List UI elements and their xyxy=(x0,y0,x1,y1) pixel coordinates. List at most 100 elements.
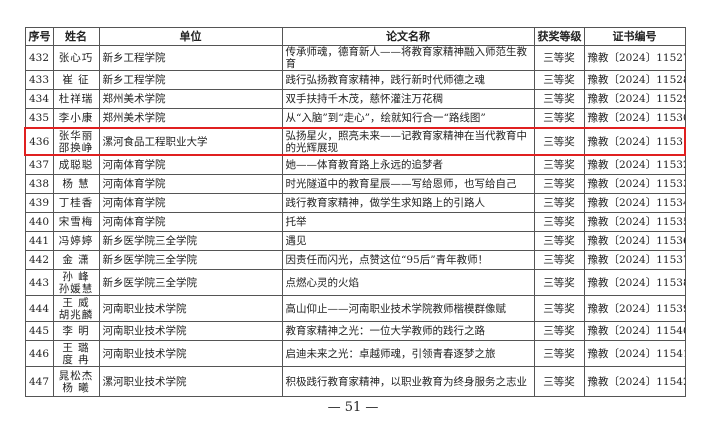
cell-no: 447 xyxy=(24,366,54,397)
cell-unit: 新乡工程学院 xyxy=(98,45,283,71)
cell-no: 432 xyxy=(24,45,54,71)
cell-title: 教育家精神之光：一位大学教师的践行之路 xyxy=(281,321,535,341)
table-row: 433 崔 征新乡工程学院 践行弘扬教育家精神，践行新时代师德之魂 三等奖 豫教〔202… xyxy=(24,70,686,90)
cell-name: 宋雪梅 xyxy=(52,212,100,232)
header-cert: 证书编号 xyxy=(583,27,686,46)
header-no: 序号 xyxy=(24,27,54,46)
cell-name: 张心巧 xyxy=(52,45,100,71)
cell-name: 王 威 胡兆麟 xyxy=(52,295,100,322)
cell-level: 三等奖 xyxy=(533,366,585,397)
page-number: — 51 — xyxy=(327,400,379,415)
cell-title: 点燃心灵的火焰 xyxy=(281,269,535,296)
table-row: 446 王 璐 度 冉河南职业技术学院 启迪未来之光：卓越师魂，引领青春逐梦之旅 三等… xyxy=(24,340,686,367)
cell-level: 三等奖 xyxy=(533,108,585,129)
cell-title: 践行教育家精神，做学生求知路上的引路人 xyxy=(281,193,535,213)
cell-level: 三等奖 xyxy=(533,269,585,296)
cell-name: 崔 征 xyxy=(52,70,100,90)
cell-name: 李小康 xyxy=(52,108,100,129)
cell-no: 437 xyxy=(24,154,54,175)
cell-unit: 郑州美术学院 xyxy=(98,108,283,129)
table-row: 441 冯婷婷 新乡医学院三全学院 遇见 三等奖 豫教〔2024〕11536 xyxy=(24,231,686,251)
cell-unit: 河南职业技术学院 xyxy=(98,295,283,322)
cell-unit: 郑州美术学院 xyxy=(98,89,283,109)
cell-no: 440 xyxy=(24,212,54,232)
cell-title: 她——体育教育路上永远的追梦者 xyxy=(281,154,535,175)
table-row-highlighted: 436 张华丽 邵换峥 漯河食品工程职业大学 弘扬星火，照亮未来——记教育家精神在当代… xyxy=(24,127,686,156)
cell-cert: 豫教〔2024〕11539 xyxy=(583,295,686,322)
cell-no: 438 xyxy=(24,174,54,194)
cell-cert: 豫教〔2024〕11529 xyxy=(583,89,686,109)
table-row: 444 王 威 胡兆麟 河南职业技术学院 高山仰止——河南职业技术学院教师楷模群像赋三… xyxy=(24,295,686,322)
cell-unit: 河南体育学院 xyxy=(98,193,283,213)
table-row: 439 丁桂香 河南体育学院 践行教育家精神，做学生求知路上的引路人 三等奖 豫教〔202… xyxy=(24,193,686,213)
cell-level: 三等奖 xyxy=(533,89,585,109)
cell-no: 446 xyxy=(24,340,54,367)
cell-no: 439 xyxy=(24,193,54,213)
cell-unit: 河南职业技术学院 xyxy=(98,340,283,367)
cell-title: 遇见 xyxy=(281,231,535,251)
cell-title: 双手扶持千木茂，慈怀灌注万花稠 xyxy=(281,89,535,109)
cell-cert: 豫教〔2024〕11527 xyxy=(583,45,686,71)
cell-name: 丁桂香 xyxy=(52,193,100,213)
table-row: 442 金 潇新乡医学院三全学院 因责任而闪光，点赞这位“95后”青年教师！ 三等奖豫… xyxy=(24,250,686,270)
cell-no: 433 xyxy=(24,70,54,90)
cell-name: 冯婷婷 xyxy=(52,231,100,251)
table-row: 445 李 明河南职业技术学院 教育家精神之光：一位大学教师的践行之路 三等奖 豫教〔2… xyxy=(24,321,686,341)
table-header: 序号 姓名 单位 论文名称 获奖等级 证书编号 xyxy=(24,27,686,46)
table-row: 443 孙 峰 孙媛慧 新乡医学院三全学院 点燃心灵的火焰 三等奖 豫教〔2024〕115… xyxy=(24,269,686,296)
cell-title: 启迪未来之光：卓越师魂，引领青春逐梦之旅 xyxy=(281,340,535,367)
header-unit: 单位 xyxy=(98,27,283,46)
cell-title: 托举 xyxy=(281,212,535,232)
cell-name: 金 潇 xyxy=(52,250,100,270)
table-row: 437 成聪聪 河南体育学院 她——体育教育路上永远的追梦者 三等奖 豫教〔2024〕11… xyxy=(24,154,686,175)
cell-level: 三等奖 xyxy=(533,321,585,341)
cell-unit: 新乡医学院三全学院 xyxy=(98,269,283,296)
cell-cert: 豫教〔2024〕11542 xyxy=(583,366,686,397)
cell-title: 高山仰止——河南职业技术学院教师楷模群像赋 xyxy=(281,295,535,322)
cell-name: 王 璐 度 冉 xyxy=(52,340,100,367)
cell-unit: 漯河职业技术学院 xyxy=(98,366,283,397)
cell-cert: 豫教〔2024〕11532 xyxy=(583,154,686,175)
cell-cert: 豫教〔2024〕11538 xyxy=(583,269,686,296)
cell-no: 444 xyxy=(24,295,54,322)
awards-table: 序号 姓名 单位 论文名称 获奖等级 证书编号 432 张心巧 新乡工程学院 传承师魂… xyxy=(24,27,686,397)
cell-level: 三等奖 xyxy=(533,250,585,270)
cell-unit: 新乡医学院三全学院 xyxy=(98,250,283,270)
header-name: 姓名 xyxy=(52,27,100,46)
cell-level: 三等奖 xyxy=(533,231,585,251)
header-title: 论文名称 xyxy=(281,27,535,46)
cell-title: 因责任而闪光，点赞这位“95后”青年教师！ xyxy=(281,250,535,270)
cell-cert: 豫教〔2024〕11541 xyxy=(583,340,686,367)
table-row: 440 宋雪梅 河南体育学院 托举 三等奖 豫教〔2024〕11535 xyxy=(24,212,686,232)
cell-unit: 河南体育学院 xyxy=(98,212,283,232)
table-row: 447 晁松杰 杨 曦漯河职业技术学院 积极践行教育家精神，以职业教育为终身服务之志… xyxy=(24,366,686,397)
cell-cert: 豫教〔2024〕11536 xyxy=(583,231,686,251)
cell-level: 三等奖 xyxy=(533,193,585,213)
cell-cert: 豫教〔2024〕11528 xyxy=(583,70,686,90)
cell-level: 三等奖 xyxy=(533,127,585,156)
cell-name: 成聪聪 xyxy=(52,154,100,175)
cell-unit: 新乡工程学院 xyxy=(98,70,283,90)
cell-no: 436 xyxy=(24,127,54,156)
cell-no: 441 xyxy=(24,231,54,251)
cell-title: 传承师魂，德育新人——将教育家精神融入师范生教育 xyxy=(281,45,535,71)
cell-title: 积极践行教育家精神，以职业教育为终身服务之志业 xyxy=(281,366,535,397)
cell-unit: 新乡医学院三全学院 xyxy=(98,231,283,251)
cell-name: 张华丽 邵换峥 xyxy=(52,127,100,156)
table-row: 435 李小康 郑州美术学院 从“入脑”到“走心”，绘就知行合一“路线图” 三等奖 豫教〔… xyxy=(24,108,686,129)
cell-level: 三等奖 xyxy=(533,70,585,90)
cell-title: 践行弘扬教育家精神，践行新时代师德之魂 xyxy=(281,70,535,90)
cell-no: 443 xyxy=(24,269,54,296)
cell-cert: 豫教〔2024〕11530 xyxy=(583,108,686,129)
cell-name: 孙 峰 孙媛慧 xyxy=(52,269,100,296)
cell-level: 三等奖 xyxy=(533,174,585,194)
cell-unit: 漯河食品工程职业大学 xyxy=(98,127,283,156)
cell-cert: 豫教〔2024〕11534 xyxy=(583,193,686,213)
cell-name: 杜祥瑞 xyxy=(52,89,100,109)
cell-level: 三等奖 xyxy=(533,340,585,367)
cell-name: 李 明 xyxy=(52,321,100,341)
cell-no: 442 xyxy=(24,250,54,270)
cell-cert: 豫教〔2024〕11535 xyxy=(583,212,686,232)
cell-unit: 河南体育学院 xyxy=(98,154,283,175)
cell-name: 晁松杰 杨 曦 xyxy=(52,366,100,397)
